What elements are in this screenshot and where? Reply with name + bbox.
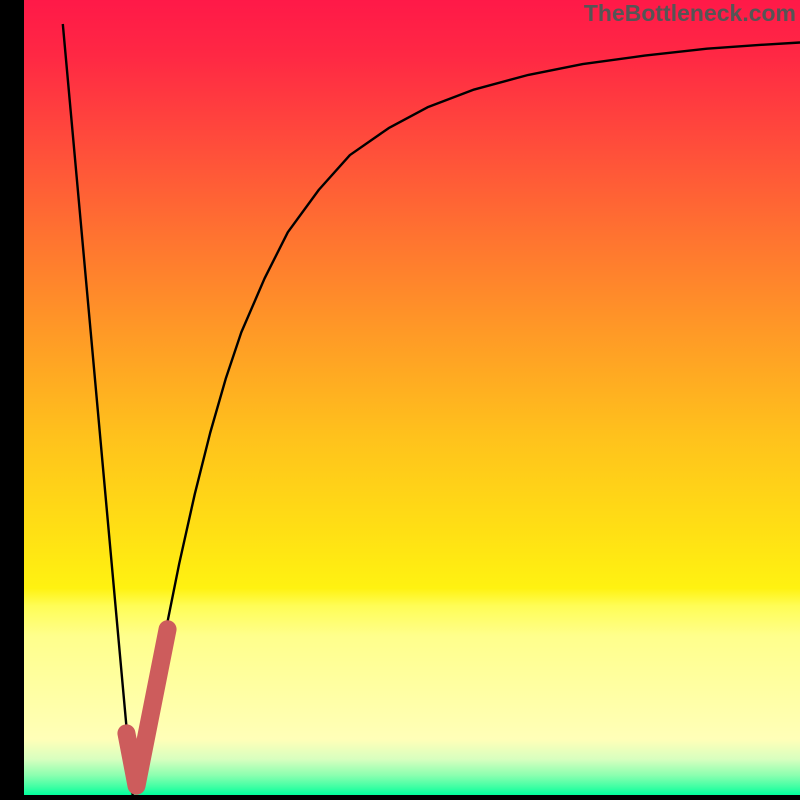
bottleneck-chart [0, 0, 800, 800]
plot-background [24, 0, 800, 795]
chart-container: TheBottleneck.com [0, 0, 800, 800]
left-border [0, 0, 24, 800]
watermark-text: TheBottleneck.com [584, 0, 796, 27]
bottom-border [0, 795, 800, 800]
